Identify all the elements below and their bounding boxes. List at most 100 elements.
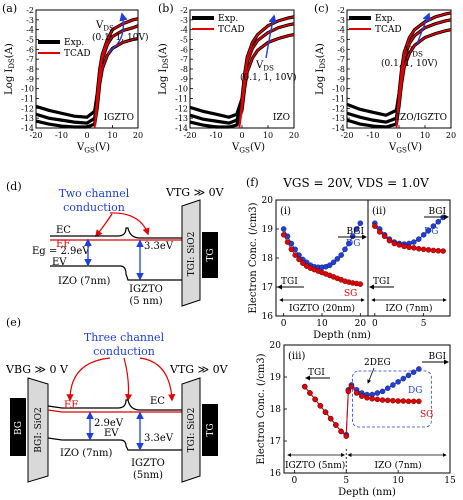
- d-ec-label: EC: [56, 225, 71, 236]
- sg-point: [364, 395, 370, 401]
- y-tick-label: -8: [180, 65, 188, 74]
- legend-label-tcad: TCAD: [64, 49, 91, 59]
- left-arrow-label: TGI: [373, 277, 390, 287]
- y-tick-label: -12: [175, 104, 188, 113]
- x-axis-label: VGS: [76, 142, 95, 155]
- d-tg-box: [202, 232, 218, 278]
- region-left-label: IGZTO (5nm): [285, 460, 345, 471]
- chart-panel-b: -2-3-4-5-6-7-8-9-10-11-12-13-14-20 -10 0 10…: [158, 6, 299, 155]
- y-tick-label: -14: [175, 124, 188, 133]
- sg-point: [384, 397, 391, 404]
- sg-point: [322, 409, 329, 415]
- sg-point: [345, 388, 352, 395]
- e-ef-label: EF: [64, 400, 78, 411]
- sg-point: [405, 398, 412, 405]
- sg-point: [353, 390, 360, 396]
- y-tick-label: -11: [21, 95, 34, 104]
- dg-point: [353, 226, 360, 232]
- y-tick-label: -5: [180, 36, 188, 45]
- sg-point: [381, 233, 388, 239]
- dg-point: [338, 252, 344, 258]
- x-tick-label: -20: [341, 131, 354, 140]
- dg-point: [374, 390, 381, 396]
- e-vbg: VBG ≫ 0 V: [5, 363, 69, 376]
- x-tick-label: 20: [289, 131, 299, 140]
- y-tick-label: 20: [262, 196, 274, 206]
- e-igzto-label-1: IGZTO: [131, 458, 165, 469]
- device-label: IZO: [273, 113, 290, 123]
- sg-point: [379, 397, 386, 403]
- sg-point: [425, 247, 432, 253]
- x-tick-label: 10: [107, 131, 117, 140]
- x-tick-label: 10: [392, 476, 404, 486]
- e-bgi-box: [27, 377, 49, 483]
- sg-point: [416, 245, 422, 252]
- sublabel: (ii): [372, 206, 386, 217]
- dg-point: [395, 379, 401, 385]
- d-izo-label: IZO (7nm): [58, 276, 110, 287]
- legend-label-exp: Exp.: [375, 14, 395, 24]
- e-ev-line: [47, 437, 201, 451]
- legend-label-exp: Exp.: [64, 38, 84, 48]
- x-axis-unit: (V): [95, 142, 110, 153]
- sg-point: [420, 246, 427, 253]
- sg-point: [359, 393, 365, 399]
- dg-point: [342, 246, 348, 253]
- d-tgi-label: TGI: SiO2: [187, 232, 197, 277]
- y-tick-label: -2: [26, 6, 34, 15]
- dg-point: [430, 223, 437, 229]
- dg-point: [425, 227, 432, 234]
- sg-point: [396, 242, 402, 248]
- dg-point: [334, 256, 341, 262]
- e-title-line2: conduction: [93, 345, 155, 358]
- dg-point: [379, 388, 386, 395]
- vds-annotation: VDS: [255, 60, 274, 73]
- d-igzto-label-1: IGZTO: [129, 284, 163, 295]
- e-ev-label: EV: [104, 428, 119, 439]
- band-diagram-e: Three channel conduction VBG ≫ 0 V VTG ≫…: [5, 331, 229, 483]
- chart-panel-f-ii: 0 5 (ii) BGI TGI DG IZO (7nm): [367, 199, 451, 329]
- sg-point: [288, 246, 295, 253]
- dg-label: DG: [346, 239, 360, 249]
- sg-point: [410, 398, 417, 405]
- d-ef-label: EF: [56, 239, 70, 250]
- x-axis-label: VGS: [388, 142, 407, 155]
- panel-label-a: (a): [2, 2, 17, 15]
- dg-point: [384, 385, 391, 391]
- sg-point: [435, 247, 442, 254]
- device-label: IGZTO: [104, 113, 134, 123]
- dg-point: [411, 239, 417, 245]
- dg-point: [326, 262, 333, 268]
- y-tick-label: -3: [337, 16, 345, 25]
- legend-label-tcad: TCAD: [218, 25, 245, 35]
- e-izo-label: IZO (7nm): [60, 448, 112, 459]
- e-gap-right-label: 3.3eV: [144, 433, 174, 444]
- annotation-2deg: 2DEG: [364, 358, 391, 368]
- y-tick-label: -12: [332, 104, 345, 113]
- y-tick-label: -10: [175, 85, 188, 94]
- y-tick-label: -13: [332, 114, 345, 123]
- e-ec-line: [47, 399, 201, 411]
- e-tgi-label: TGI: SiO2: [187, 408, 197, 453]
- x-tick-label: 10: [420, 131, 430, 140]
- sg-point: [430, 247, 437, 254]
- e-ec-label: EC: [150, 396, 165, 407]
- x-tick-label: 20: [355, 319, 367, 329]
- y-tick-label: -14: [21, 124, 34, 133]
- y-axis-label: Electron Conc. (/cm3): [248, 202, 259, 313]
- e-bgi-label: BGI: SiO2: [34, 407, 44, 453]
- vds-values-annotation: (0.1, 1, 10V): [92, 32, 148, 43]
- tcad-series-line: [238, 22, 295, 128]
- y-tick-label: -14: [332, 124, 345, 133]
- dg-point: [357, 220, 364, 226]
- tcad-series-line: [238, 33, 295, 129]
- dg-point: [416, 236, 422, 242]
- vds-values-annotation: (0.1, 1, 10V): [240, 72, 296, 83]
- x-tick-label: -10: [55, 131, 68, 140]
- sg-point: [348, 383, 355, 390]
- sg-point: [327, 415, 334, 422]
- panel-f-title: VGS = 20V, VDS = 1.0V: [282, 176, 429, 190]
- sg-point: [440, 248, 446, 254]
- e-vtg: VTG ≫ 0V: [169, 363, 229, 376]
